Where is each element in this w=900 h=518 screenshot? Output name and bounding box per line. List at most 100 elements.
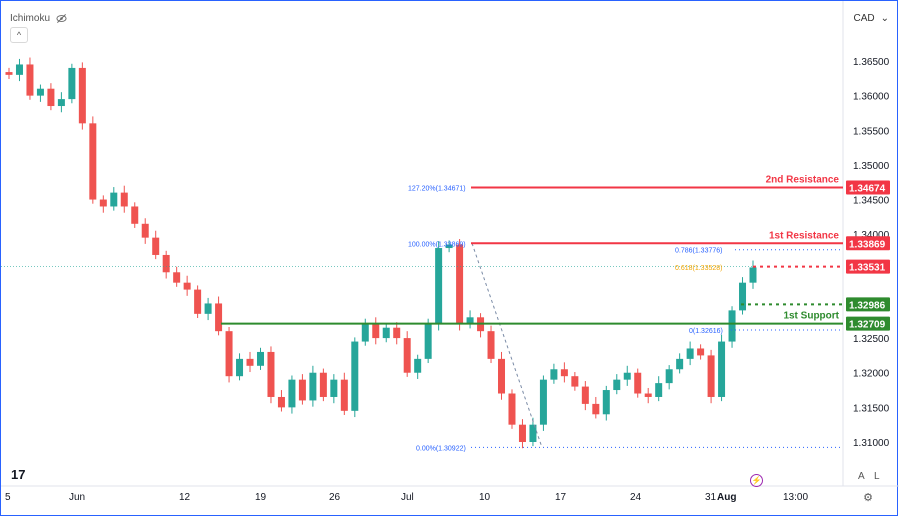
candle-body: [718, 341, 726, 397]
price-label-box: [846, 236, 890, 251]
x-tick-label: 5: [5, 492, 11, 503]
y-tick-label: 1.34000: [853, 230, 890, 241]
candle-body: [518, 424, 526, 442]
candle-body: [277, 396, 285, 408]
candle-body: [57, 99, 65, 107]
candle-body: [466, 317, 474, 325]
currency-selector[interactable]: CAD ⌄: [853, 13, 889, 24]
candle-body: [403, 338, 411, 373]
candle-body: [487, 331, 495, 359]
fib-label: 0.00%(1.30922): [416, 445, 466, 452]
price-label-box: [846, 297, 890, 312]
x-tick-label: 10: [479, 492, 491, 503]
candle-body: [204, 303, 212, 314]
collapse-legend-button[interactable]: ^: [10, 27, 28, 43]
chevron-down-icon: ⌄: [880, 13, 889, 24]
y-tick-label: 1.35500: [853, 126, 890, 137]
level-name-label: 1st Resistance: [769, 230, 839, 241]
x-tick-label: Aug: [717, 492, 736, 503]
candle-body: [173, 272, 181, 283]
candle-body: [267, 351, 275, 397]
price-label-text: 1.32986: [849, 300, 886, 311]
candle-body: [529, 424, 537, 442]
candle-body: [676, 358, 684, 370]
x-tick-label: Jun: [69, 492, 85, 503]
candle-body: [382, 327, 390, 339]
x-tick-label: 26: [329, 492, 341, 503]
fib-label: 127.20%(1.34671): [408, 186, 466, 193]
price-label-text: 1.32709: [849, 320, 886, 331]
price-label-text: 1.33869: [849, 239, 886, 250]
candle-body: [351, 341, 359, 411]
candle-body: [707, 355, 715, 397]
indicator-name: Ichimoku: [10, 13, 51, 24]
candle-body: [319, 372, 327, 397]
level-name-label: 1st Support: [783, 311, 839, 322]
candle-body: [697, 348, 705, 356]
candle-body: [623, 372, 631, 380]
candle-body: [456, 244, 464, 325]
price-label-text: 1.34674: [849, 183, 886, 194]
candle-body: [78, 67, 86, 124]
candle-body: [68, 67, 76, 100]
y-tick-label: 1.32000: [853, 369, 890, 380]
x-tick-label: 31: [705, 492, 717, 503]
fib-label: 0.786(1.33776): [675, 248, 722, 255]
fib-swing-line: [471, 243, 543, 448]
candle-body: [26, 64, 34, 96]
indicator-legend[interactable]: Ichimoku: [10, 13, 67, 24]
candle-body: [330, 379, 338, 397]
price-label-text: 1.33531: [849, 263, 886, 274]
candle-body: [508, 393, 516, 425]
candle-body: [372, 324, 380, 339]
tradingview-logo[interactable]: 17: [11, 467, 26, 482]
candle-body: [236, 358, 244, 377]
candle-body: [194, 289, 202, 314]
candle-body: [298, 379, 306, 401]
candle-body: [414, 358, 422, 373]
candle-body: [655, 383, 663, 397]
candle-body: [99, 199, 107, 207]
candle-body: [393, 327, 401, 339]
candle-body: [110, 192, 118, 207]
candle-body: [152, 237, 160, 255]
price-label-box: [846, 180, 890, 195]
fib-label: 0.618(1.33528): [675, 265, 722, 272]
candle-body: [246, 358, 254, 366]
candle-body: [47, 88, 55, 107]
candle-body: [592, 403, 600, 415]
price-label-box: [846, 316, 890, 331]
log-scale-button[interactable]: L: [874, 471, 880, 482]
candle-body: [435, 248, 443, 325]
y-tick-label: 1.36000: [853, 92, 890, 103]
y-tick-label: 1.34500: [853, 196, 890, 207]
settings-gear-icon[interactable]: ⚙: [863, 492, 873, 504]
x-tick-label: 24: [630, 492, 642, 503]
candle-body: [571, 376, 579, 387]
eye-icon[interactable]: [56, 13, 67, 24]
candle-body: [424, 324, 432, 359]
candle-body: [162, 254, 170, 273]
candle-body: [309, 372, 317, 401]
y-tick-label: 1.36500: [853, 57, 890, 68]
flash-icon[interactable]: ⚡: [750, 474, 763, 487]
candle-body: [728, 310, 736, 342]
candle-body: [581, 386, 589, 404]
candle-body: [215, 303, 223, 332]
candle-body: [15, 64, 23, 75]
currency-label: CAD: [853, 13, 875, 24]
x-tick-label: 13:00: [783, 492, 808, 503]
fib-label: 0(1.32616): [689, 328, 723, 335]
auto-scale-button[interactable]: A: [858, 471, 865, 482]
candle-body: [183, 282, 191, 290]
candle-body: [131, 206, 139, 224]
candle-body: [613, 379, 621, 391]
y-tick-label: 1.31000: [853, 438, 890, 449]
candle-body: [498, 358, 506, 394]
fib-label: 100.00%(1.33869): [408, 241, 466, 248]
candle-body: [141, 223, 149, 238]
x-tick-label: Jul: [401, 492, 414, 503]
x-tick-label: 19: [255, 492, 267, 503]
